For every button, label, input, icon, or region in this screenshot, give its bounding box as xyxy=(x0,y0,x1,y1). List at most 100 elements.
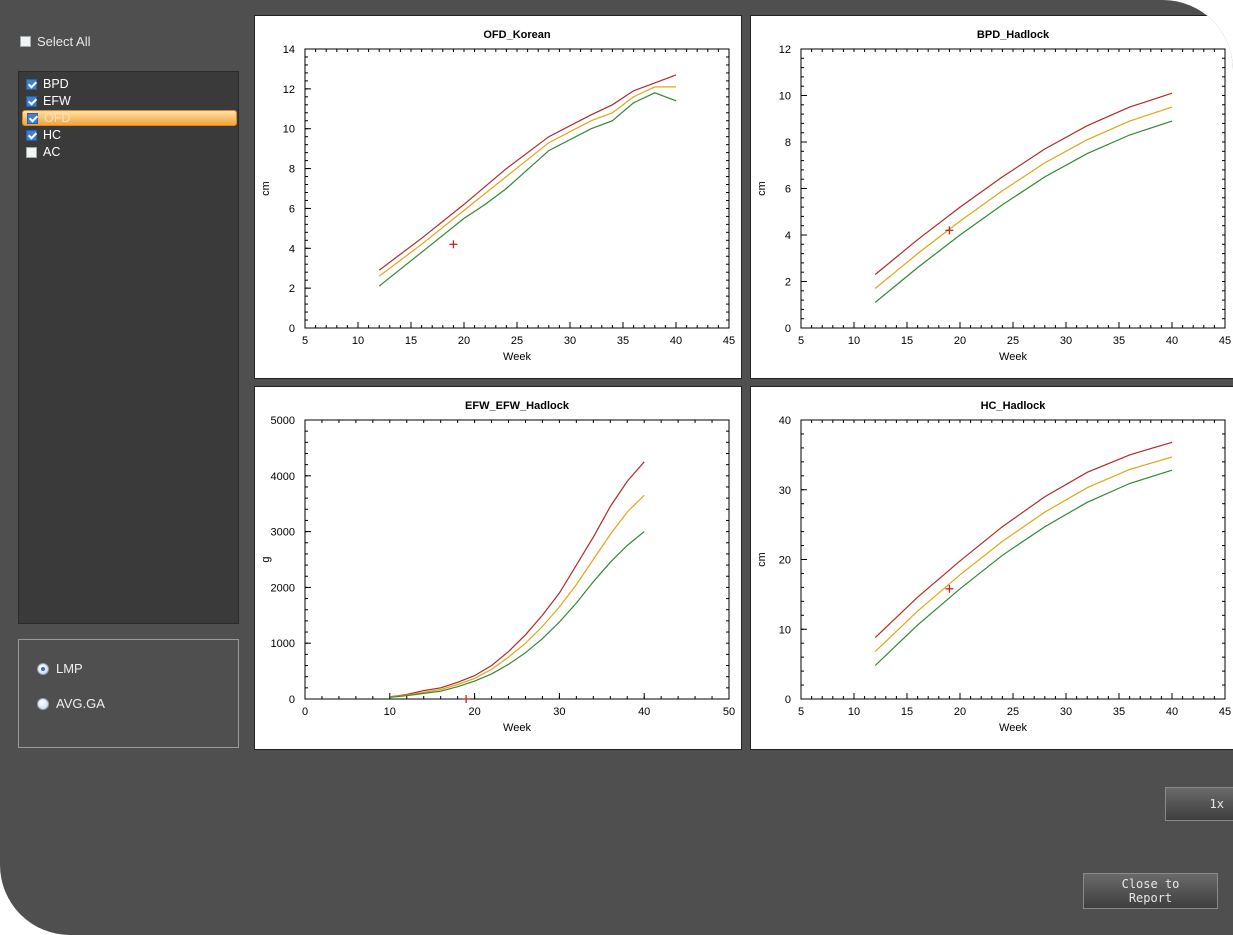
y-tick-label: 0 xyxy=(289,323,295,335)
lower-percentile-line xyxy=(389,531,645,698)
lower-percentile-line xyxy=(874,120,1173,303)
y-tick-label: 12 xyxy=(283,84,295,96)
y-tick-label: 10 xyxy=(779,624,791,636)
x-tick-label: 5 xyxy=(798,335,804,347)
select-all-check-icon[interactable] xyxy=(20,35,31,47)
lower-percentile-line xyxy=(874,469,1173,666)
plot-area-frame xyxy=(800,48,1226,329)
measure-item-ofd[interactable]: OFD xyxy=(22,110,237,126)
lmp-radio-icon[interactable] xyxy=(37,662,49,675)
y-tick-label: 1000 xyxy=(271,638,295,650)
y-tick-label: 5000 xyxy=(271,415,295,427)
y-tick-label: 10 xyxy=(283,124,295,136)
upper-percentile-line xyxy=(389,461,645,698)
y-tick-label: 3000 xyxy=(271,527,295,539)
y-tick-label: 14 xyxy=(283,44,295,56)
y-tick-label: 30 xyxy=(779,485,791,497)
chart-ofd-korean: OFD_Korean 5 10 15 20 25 30 35 40 45 0 2 4 6 8 10 12 14 We… xyxy=(254,15,742,379)
x-tick-label: 5 xyxy=(302,335,308,347)
y-axis-label: cm xyxy=(260,181,272,196)
measure-item-ac[interactable]: AC xyxy=(22,144,237,160)
layout-button[interactable]: 1x xyxy=(1165,787,1233,821)
y-tick-label: 2 xyxy=(785,277,791,289)
x-tick-label: 50 xyxy=(723,706,735,718)
avg-ga-radio-label: AVG.GA xyxy=(56,696,105,711)
measure-item-efw[interactable]: EFW xyxy=(22,93,237,109)
measurement-list: BPD EFW OFD HC AC xyxy=(18,71,239,624)
x-tick-label: 30 xyxy=(553,706,565,718)
x-tick-label: 10 xyxy=(848,335,860,347)
x-tick-label: 15 xyxy=(405,335,417,347)
x-tick-label: 40 xyxy=(1166,706,1178,718)
measure-item-hc[interactable]: HC xyxy=(22,127,237,143)
upper-percentile-line xyxy=(874,441,1173,639)
x-tick-label: 0 xyxy=(302,706,308,718)
y-tick-label: 40 xyxy=(779,415,791,427)
x-tick-label: 45 xyxy=(1219,335,1231,347)
measure-item-label: OFD xyxy=(44,111,71,125)
x-axis-label: Week xyxy=(999,351,1027,363)
close-to-report-button[interactable]: Close to Report xyxy=(1083,873,1218,909)
y-axis-label: g xyxy=(260,556,272,562)
y-tick-label: 6 xyxy=(785,184,791,196)
plot-area-frame xyxy=(304,419,730,700)
x-tick-label: 25 xyxy=(511,335,523,347)
measure-checkbox-icon[interactable] xyxy=(26,146,37,158)
upper-percentile-line xyxy=(874,92,1173,275)
y-tick-label: 8 xyxy=(785,137,791,149)
y-tick-label: 0 xyxy=(785,694,791,706)
y-tick-label: 0 xyxy=(785,323,791,335)
y-axis-label: cm xyxy=(756,552,768,567)
measure-checkbox-icon[interactable] xyxy=(27,112,38,124)
chart-efw-hadlock-plot: EFW_EFW_Hadlock 0 10 20 30 40 50 0 1000 2000 3000 4… xyxy=(260,400,735,734)
x-tick-label: 20 xyxy=(954,706,966,718)
lmp-radio[interactable]: LMP xyxy=(37,661,83,676)
x-tick-label: 20 xyxy=(468,706,480,718)
lower-percentile-line xyxy=(378,92,677,287)
select-all-checkbox[interactable]: Select All xyxy=(20,32,90,50)
median-line xyxy=(874,106,1173,289)
x-tick-label: 35 xyxy=(617,335,629,347)
x-tick-label: 10 xyxy=(352,335,364,347)
measure-checkbox-icon[interactable] xyxy=(26,129,37,141)
x-axis-label: Week xyxy=(999,722,1027,734)
chart-efw-hadlock: EFW_EFW_Hadlock 0 10 20 30 40 50 0 1000 2000 3000 4… xyxy=(254,386,742,750)
chart-title: EFW_EFW_Hadlock xyxy=(465,400,570,412)
chart-hc-hadlock-plot: HC_Hadlock 5 10 15 20 25 30 35 40 45 0 10 20 30 40 Week… xyxy=(756,400,1231,734)
y-tick-label: 20 xyxy=(779,555,791,567)
measure-item-label: HC xyxy=(43,128,62,142)
x-tick-label: 45 xyxy=(723,335,735,347)
median-line xyxy=(389,494,645,698)
x-axis-label: Week xyxy=(503,722,531,734)
x-tick-label: 10 xyxy=(848,706,860,718)
x-tick-label: 20 xyxy=(954,335,966,347)
x-tick-label: 15 xyxy=(901,335,913,347)
x-tick-label: 40 xyxy=(1166,335,1178,347)
avg-ga-radio[interactable]: AVG.GA xyxy=(37,696,105,711)
measure-item-bpd[interactable]: BPD xyxy=(22,76,237,92)
y-tick-label: 12 xyxy=(779,44,791,56)
x-tick-label: 10 xyxy=(384,706,396,718)
chart-title: HC_Hadlock xyxy=(981,400,1047,412)
x-tick-label: 45 xyxy=(1219,706,1231,718)
x-tick-label: 40 xyxy=(670,335,682,347)
measure-checkbox-icon[interactable] xyxy=(26,95,37,107)
x-tick-label: 30 xyxy=(1060,706,1072,718)
chart-title: OFD_Korean xyxy=(483,29,551,41)
y-tick-label: 4 xyxy=(785,230,791,242)
measure-item-label: BPD xyxy=(43,77,69,91)
lmp-radio-label: LMP xyxy=(56,661,83,676)
measure-checkbox-icon[interactable] xyxy=(26,78,37,90)
median-line xyxy=(874,456,1173,653)
x-axis-label: Week xyxy=(503,351,531,363)
x-tick-label: 35 xyxy=(1113,335,1125,347)
y-tick-label: 4 xyxy=(289,243,295,255)
y-tick-label: 4000 xyxy=(271,471,295,483)
x-tick-label: 30 xyxy=(564,335,576,347)
x-tick-label: 15 xyxy=(901,706,913,718)
chart-title: BPD_Hadlock xyxy=(977,29,1050,41)
upper-percentile-line xyxy=(378,74,677,271)
plot-area-frame xyxy=(304,48,730,329)
avg-ga-radio-icon[interactable] xyxy=(37,697,49,710)
